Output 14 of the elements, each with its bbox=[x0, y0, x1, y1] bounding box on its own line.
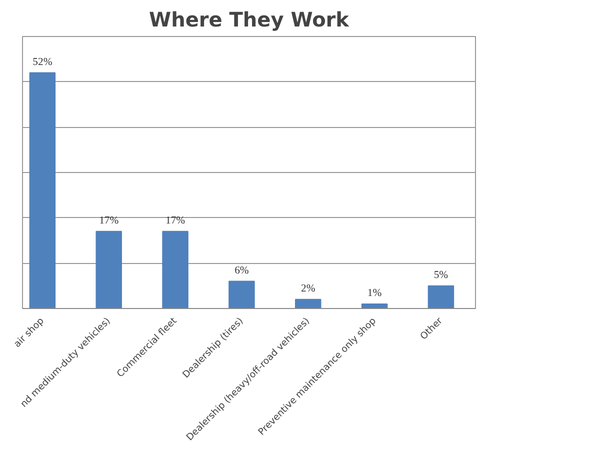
bar bbox=[228, 280, 255, 308]
bar bbox=[29, 72, 56, 308]
bar bbox=[428, 285, 454, 308]
data-label: 2% bbox=[301, 283, 316, 294]
bar bbox=[162, 230, 188, 308]
data-label: 52% bbox=[32, 56, 52, 68]
data-label: 5% bbox=[434, 270, 448, 281]
data-label: 6% bbox=[234, 265, 249, 276]
bar bbox=[294, 298, 322, 308]
data-label: 17% bbox=[99, 215, 119, 226]
bar bbox=[96, 230, 122, 308]
chart-title: Where They Work bbox=[149, 8, 350, 32]
data-label: 1% bbox=[367, 288, 382, 299]
data-label: 17% bbox=[166, 215, 186, 226]
